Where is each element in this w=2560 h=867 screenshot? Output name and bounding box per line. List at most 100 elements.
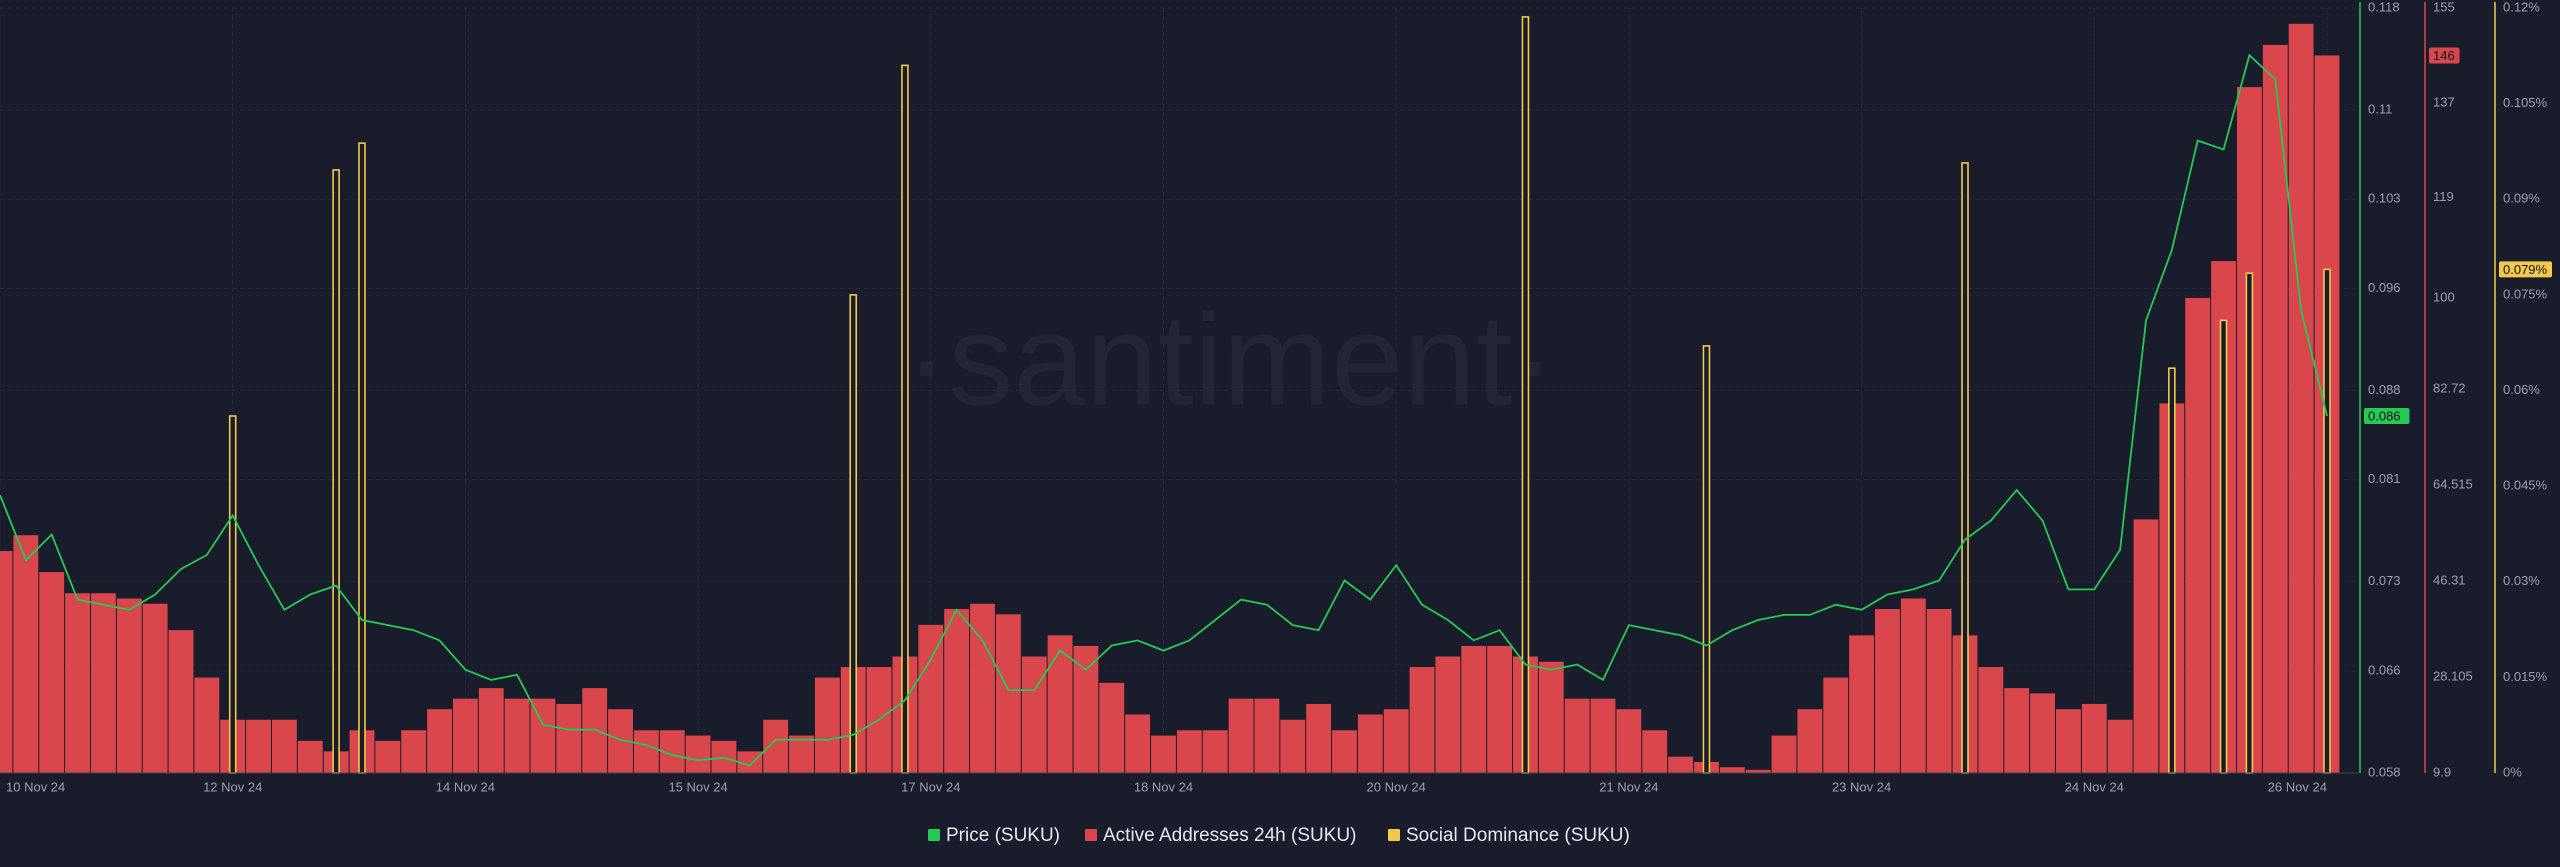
bar (1228, 698, 1254, 773)
y-tick-label: 0.045% (2503, 478, 2548, 493)
bar (1280, 719, 1306, 773)
legend-swatch (1085, 829, 1097, 841)
bar (633, 730, 659, 773)
y-tick-label: 0.105% (2503, 95, 2548, 110)
bar (1564, 698, 1590, 773)
x-tick-label: 26 Nov 24 (2268, 779, 2327, 794)
bar (1823, 677, 1849, 773)
bar (2004, 688, 2030, 773)
y-tick-label: 0.015% (2503, 669, 2548, 684)
bar (1047, 635, 1073, 773)
y-tick-label: 0.103 (2368, 191, 2401, 206)
y-tick-label: 0.088 (2368, 382, 2401, 397)
bar (1383, 709, 1409, 773)
bar (556, 703, 582, 773)
y-tick-label: 0.081 (2368, 471, 2401, 486)
x-tick-label: 12 Nov 24 (203, 779, 262, 794)
y-tick-label: 0.073 (2368, 573, 2401, 588)
bar (1538, 661, 1564, 773)
legend-label: Social Dominance (SUKU) (1406, 825, 1630, 846)
y-tick-label: 0.06% (2503, 382, 2540, 397)
y-tick-label: 0.118 (2368, 0, 2400, 14)
legend-label: Price (SUKU) (946, 825, 1060, 846)
spike-bar (901, 64, 909, 774)
bar (1125, 714, 1151, 773)
bar (1797, 709, 1823, 773)
bar (1332, 730, 1357, 773)
x-tick-label: 17 Nov 24 (901, 779, 960, 794)
legend-swatch (1388, 829, 1400, 841)
spike-bar (228, 415, 237, 774)
bar (1978, 667, 2004, 773)
y-tick-label: 0.058 (2368, 764, 2401, 779)
x-tick-label: 24 Nov 24 (2065, 779, 2124, 794)
bar (478, 688, 504, 773)
legend-item: Social Dominance (SUKU) (1388, 825, 1630, 846)
bar (13, 535, 39, 773)
bar (1771, 735, 1797, 773)
bar (789, 735, 814, 773)
y-tick-label: 0.096 (2368, 280, 2401, 295)
bar (1642, 730, 1668, 773)
bar (995, 614, 1021, 773)
bar (1616, 709, 1642, 773)
bar (2030, 693, 2055, 773)
spike-bar (849, 294, 858, 774)
bar (1719, 767, 1745, 773)
bar (1099, 682, 1125, 773)
bar (1900, 598, 1926, 773)
bar (1073, 645, 1099, 773)
bar (918, 624, 944, 773)
bar (2262, 44, 2288, 774)
bar (427, 709, 452, 773)
spike-bar (2245, 272, 2254, 774)
price-line (0, 53, 2328, 767)
legend-item: Active Addresses 24h (SUKU) (1085, 825, 1356, 846)
y-tick-label: 46.31 (2433, 572, 2466, 587)
current-value-badge: 0.079% (2499, 261, 2552, 278)
y-tick-label: 0.075% (2503, 286, 2548, 301)
bar (1461, 645, 1487, 773)
bar (1487, 645, 1513, 773)
spike-bar (2168, 367, 2176, 774)
y-tick-label: 0.03% (2503, 573, 2540, 588)
bar (1745, 769, 1771, 773)
bar (1306, 703, 1332, 773)
spike-bar (1521, 16, 1530, 774)
bar (1435, 656, 1461, 773)
y-tick-label: 0.066 (2368, 662, 2401, 677)
spike-bar (2323, 268, 2331, 774)
y-tick-label: 0% (2503, 764, 2522, 779)
bar (2133, 519, 2159, 773)
legend-label: Active Addresses 24h (SUKU) (1103, 825, 1356, 846)
badge-box (2364, 408, 2410, 424)
bar (194, 677, 220, 773)
bar (401, 730, 427, 773)
y-tick-label: 155 (2433, 0, 2455, 14)
bar (2107, 719, 2133, 773)
y-tick-label: 137 (2433, 94, 2455, 109)
bar (375, 740, 401, 773)
spike-bar (2219, 319, 2228, 774)
bar (1357, 714, 1383, 773)
bar (2288, 23, 2314, 774)
bar (271, 719, 297, 773)
bar (39, 572, 65, 773)
bar (1202, 730, 1228, 773)
bar (1668, 756, 1694, 773)
y-tick-label: 28.105 (2433, 668, 2473, 683)
x-tick-label: 15 Nov 24 (668, 779, 727, 794)
bar (90, 593, 116, 773)
bar (504, 698, 530, 773)
legend-swatch (928, 829, 940, 841)
bar (168, 630, 194, 773)
y-tick-label: 119 (2433, 189, 2454, 204)
bar (2055, 709, 2081, 773)
legend-item: Price (SUKU) (928, 825, 1060, 846)
watermark: ·santiment· (905, 286, 1555, 432)
spike-bar (1702, 345, 1711, 774)
x-tick-label: 20 Nov 24 (1367, 779, 1426, 794)
bar (1926, 609, 1952, 773)
bar (142, 603, 168, 773)
spike-bar (358, 142, 366, 774)
